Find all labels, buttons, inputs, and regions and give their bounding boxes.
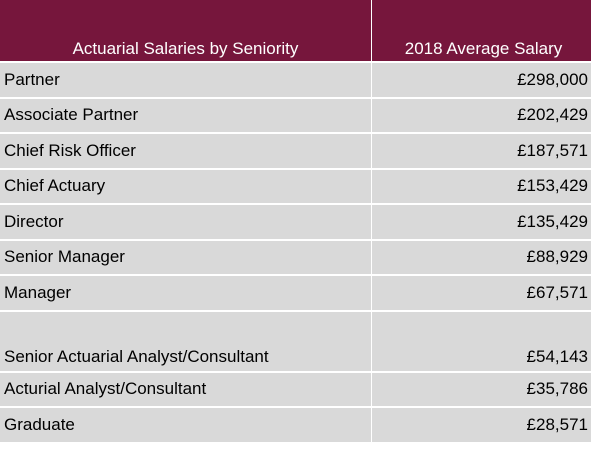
- salary-cell: £202,429: [372, 98, 591, 134]
- header-salary: 2018 Average Salary: [372, 0, 591, 63]
- salary-cell: £153,429: [372, 169, 591, 205]
- role-cell: Manager: [0, 276, 372, 312]
- salary-cell: £135,429: [372, 205, 591, 241]
- salary-cell: £28,571: [372, 408, 591, 444]
- role-cell: Chief Risk Officer: [0, 134, 372, 170]
- role-cell: Chief Actuary: [0, 169, 372, 205]
- role-cell: Senior Manager: [0, 240, 372, 276]
- table-header-row: Actuarial Salaries by Seniority 2018 Ave…: [0, 0, 591, 63]
- salary-cell: £54,143: [372, 311, 591, 373]
- table-row: Senior Actuarial Analyst/Consultant £54,…: [0, 311, 591, 373]
- role-cell: Senior Actuarial Analyst/Consultant: [0, 311, 372, 373]
- table-row: Director £135,429: [0, 205, 591, 241]
- table-row: Acturial Analyst/Consultant £35,786: [0, 372, 591, 408]
- salary-cell: £35,786: [372, 372, 591, 408]
- salary-cell: £67,571: [372, 276, 591, 312]
- salary-cell: £187,571: [372, 134, 591, 170]
- table-row: Associate Partner £202,429: [0, 98, 591, 134]
- role-cell: Director: [0, 205, 372, 241]
- role-cell: Acturial Analyst/Consultant: [0, 372, 372, 408]
- table-row: Manager £67,571: [0, 276, 591, 312]
- role-cell: Partner: [0, 63, 372, 99]
- table-row: Chief Actuary £153,429: [0, 169, 591, 205]
- salary-cell: £298,000: [372, 63, 591, 99]
- header-role: Actuarial Salaries by Seniority: [0, 0, 372, 63]
- table-row: Senior Manager £88,929: [0, 240, 591, 276]
- role-cell: Graduate: [0, 408, 372, 444]
- role-cell: Associate Partner: [0, 98, 372, 134]
- table-row: Chief Risk Officer £187,571: [0, 134, 591, 170]
- table-row: Graduate £28,571: [0, 408, 591, 444]
- table-row: Partner £298,000: [0, 63, 591, 99]
- salary-table: Actuarial Salaries by Seniority 2018 Ave…: [0, 0, 591, 444]
- salary-cell: £88,929: [372, 240, 591, 276]
